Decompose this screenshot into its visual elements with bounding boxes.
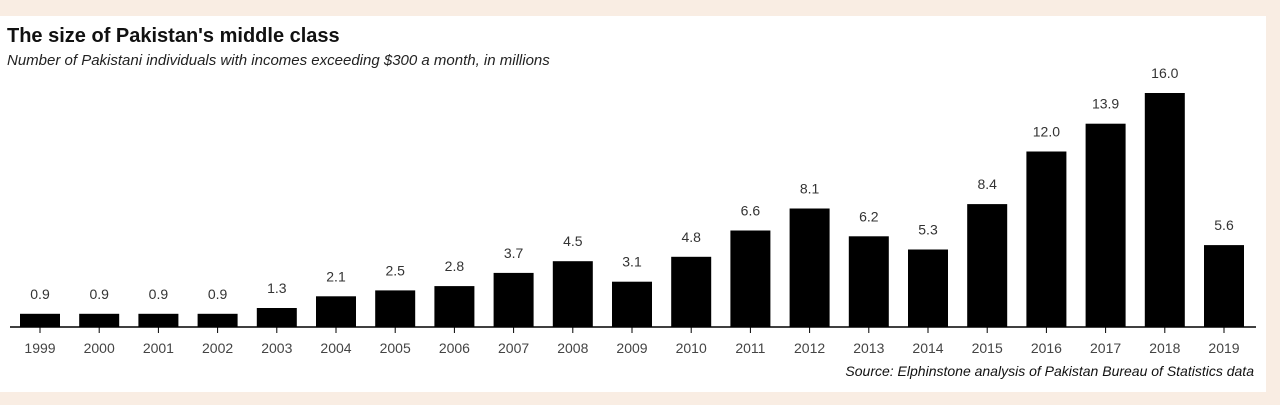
data-label-2011: 6.6 — [741, 203, 761, 219]
bar-2001 — [138, 313, 179, 327]
bar-2009 — [612, 281, 652, 327]
bar-2014 — [908, 249, 948, 327]
x-tick-label-2003: 2003 — [261, 340, 292, 356]
data-label-2015: 8.4 — [977, 176, 997, 192]
data-label-2007: 3.7 — [504, 245, 524, 261]
bar-2019 — [1204, 245, 1244, 327]
bar-2013 — [848, 236, 889, 327]
bar-2012 — [789, 208, 830, 327]
bar-2016 — [1026, 151, 1067, 327]
x-tick-label-2005: 2005 — [380, 340, 411, 356]
data-label-2010: 4.8 — [681, 229, 701, 245]
x-tick-label-2006: 2006 — [439, 340, 470, 356]
chart-subtitle: Number of Pakistani individuals with inc… — [7, 52, 550, 69]
x-tick-label-2004: 2004 — [320, 340, 351, 356]
data-label-2002: 0.9 — [208, 286, 228, 302]
x-tick-label-2015: 2015 — [972, 340, 1003, 356]
data-label-2009: 3.1 — [622, 254, 642, 270]
x-tick-label-2010: 2010 — [676, 340, 707, 356]
chart-panel: The size of Pakistan's middle class Numb… — [0, 16, 1266, 392]
bar-2004 — [316, 296, 356, 327]
x-tick-label-2001: 2001 — [143, 340, 174, 356]
bar-2018 — [1144, 93, 1185, 327]
data-label-2019: 5.6 — [1214, 217, 1234, 233]
data-label-2012: 8.1 — [800, 181, 820, 197]
data-label-2005: 2.5 — [385, 262, 405, 278]
data-label-2006: 2.8 — [445, 258, 465, 274]
bar-2000 — [79, 313, 120, 327]
bar-2011 — [730, 230, 771, 327]
x-tick-label-2007: 2007 — [498, 340, 529, 356]
x-tick-label-2017: 2017 — [1090, 340, 1121, 356]
x-tick-label-2012: 2012 — [794, 340, 825, 356]
bar-2008 — [552, 261, 593, 327]
x-tick-label-1999: 1999 — [24, 340, 55, 356]
x-tick-label-2000: 2000 — [84, 340, 115, 356]
chart-title: The size of Pakistan's middle class — [7, 25, 340, 47]
data-label-2018: 16.0 — [1151, 65, 1178, 81]
data-label-1999: 0.9 — [30, 286, 50, 302]
data-label-2000: 0.9 — [89, 286, 109, 302]
bar-2003 — [256, 308, 297, 327]
bar-chart: 0.9 1999 0.9 2000 0.9 2001 0.9 2002 1.3 2003 2.1 20… — [10, 65, 1256, 356]
bar-1999 — [20, 313, 60, 327]
data-label-2013: 6.2 — [859, 208, 879, 224]
bar-2005 — [375, 290, 416, 327]
x-tick-label-2009: 2009 — [616, 340, 647, 356]
data-label-2016: 12.0 — [1033, 124, 1060, 140]
bar-2010 — [671, 256, 712, 327]
data-label-2017: 13.9 — [1092, 96, 1119, 112]
data-label-2001: 0.9 — [149, 286, 169, 302]
x-tick-label-2019: 2019 — [1208, 340, 1239, 356]
x-tick-label-2018: 2018 — [1149, 340, 1180, 356]
x-tick-label-2014: 2014 — [912, 340, 943, 356]
data-label-2014: 5.3 — [918, 222, 938, 238]
data-label-2008: 4.5 — [563, 233, 583, 249]
data-label-2004: 2.1 — [326, 268, 346, 284]
bar-2002 — [197, 313, 238, 327]
x-tick-label-2002: 2002 — [202, 340, 233, 356]
bar-2007 — [493, 272, 534, 327]
x-tick-label-2013: 2013 — [853, 340, 884, 356]
data-label-2003: 1.3 — [267, 280, 287, 296]
x-tick-label-2011: 2011 — [735, 340, 765, 356]
bar-2017 — [1085, 123, 1126, 327]
x-tick-label-2008: 2008 — [557, 340, 588, 356]
chart-source: Source: Elphinstone analysis of Pakistan… — [845, 363, 1254, 379]
bar-2015 — [967, 204, 1008, 327]
x-tick-label-2016: 2016 — [1031, 340, 1062, 356]
bar-2006 — [434, 286, 475, 327]
